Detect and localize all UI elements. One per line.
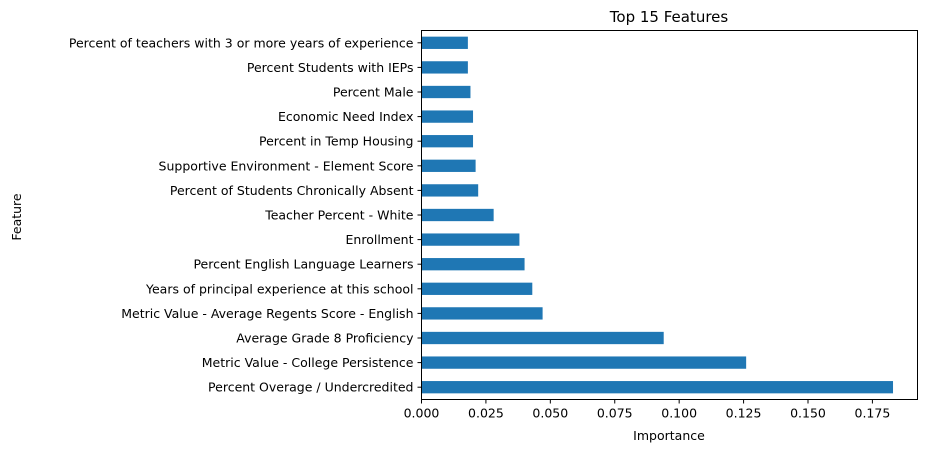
y-tick-label: Enrollment [346,232,414,247]
x-tick-label: 0.000 [404,406,440,421]
bar [421,36,468,49]
x-tick-label: 0.150 [790,406,826,421]
x-tick-label: 0.050 [532,406,568,421]
y-tick-label: Economic Need Index [278,109,414,124]
x-axis-title: Importance [633,428,705,443]
y-axis-title: Feature [9,193,24,241]
x-tick-label: 0.100 [661,406,697,421]
plot-frame [421,30,918,400]
bar [421,233,520,246]
bar [421,381,894,394]
x-axis: 0.000 0.025 0.050 0.075 0.100 0.125 0.150 0.175 [404,399,891,421]
y-tick-label: Teacher Percent - White [264,208,414,223]
bar [421,208,494,222]
bar [421,61,468,74]
bar [421,135,474,148]
bar [421,159,476,172]
bars-group [421,36,894,394]
y-tick-label: Percent of teachers with 3 or more years… [69,35,414,50]
bar [421,258,525,271]
x-tick-label: 0.075 [597,406,633,421]
bar [421,85,471,99]
bar [421,110,474,123]
y-tick-label: Percent English Language Learners [193,257,413,272]
y-axis: Percent Overage / Undercredited Metric Va… [69,35,422,395]
x-tick-label: 0.025 [468,406,504,421]
y-tick-label: Percent Male [333,85,414,100]
x-tick-label: 0.125 [726,406,762,421]
y-tick-label: Metric Value - Average Regents Score - E… [121,306,413,321]
y-tick-label: Percent of Students Chronically Absent [170,183,414,198]
chart-title: Top 15 Features [609,8,729,26]
y-tick-label: Average Grade 8 Proficiency [236,331,414,346]
y-tick-label: Percent in Temp Housing [259,134,413,149]
bar [421,282,533,295]
bar [421,331,664,345]
bar [421,307,543,320]
y-tick-label: Years of principal experience at this sc… [145,281,413,296]
x-tick-label: 0.175 [855,406,891,421]
y-tick-label: Percent Students with IEPs [247,60,414,75]
bar [421,184,479,197]
bar [421,356,747,369]
y-tick-label: Percent Overage / Undercredited [208,380,413,395]
y-tick-label: Metric Value - College Persistence [202,355,414,370]
y-tick-label: Supportive Environment - Element Score [159,158,414,173]
